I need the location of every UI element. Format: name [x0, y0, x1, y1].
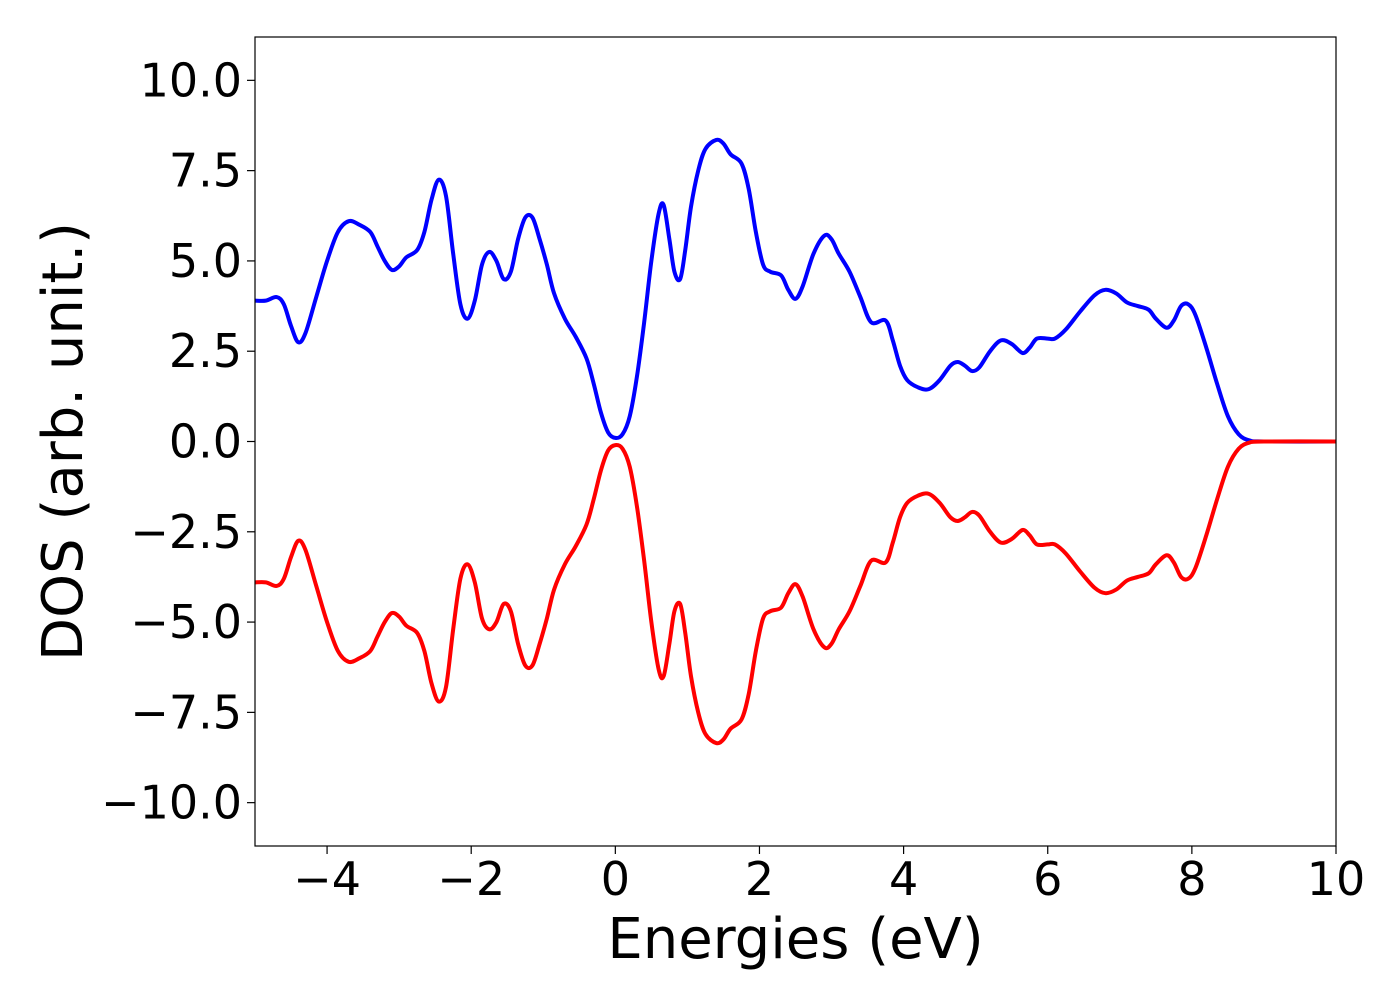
dos-series-line-red [254, 439, 1337, 746]
y-tick-label: −10.0 [101, 776, 242, 830]
y-tick-label: 0.0 [169, 415, 242, 469]
series-layer [254, 137, 1337, 746]
y-axis-title: DOS (arb. unit.) [31, 222, 96, 661]
dos-series-line-blue [254, 137, 1337, 444]
x-tick-label: 4 [889, 852, 918, 906]
y-tick-label: 10.0 [140, 53, 242, 107]
y-tick-label: 5.0 [169, 234, 242, 288]
y-tick-label: −2.5 [130, 505, 242, 559]
x-tick-label: 0 [601, 852, 630, 906]
x-tick-label: −2 [437, 852, 505, 906]
y-tick-label: −5.0 [130, 595, 242, 649]
x-axis-ticks: −4 −2 0 2 4 6 8 10 [293, 846, 1365, 906]
x-axis-title: Energies (eV) [607, 907, 983, 972]
x-tick-label: 8 [1177, 852, 1206, 906]
y-axis-ticks: 10.0 7.5 5.0 2.5 0.0 −2.5 −5.0 −7.5 −10.0 [101, 53, 255, 830]
x-tick-label: 6 [1033, 852, 1062, 906]
y-tick-label: −7.5 [130, 685, 242, 739]
y-tick-label: 7.5 [169, 144, 242, 198]
x-tick-label: 10 [1307, 852, 1366, 906]
y-tick-label: 2.5 [169, 324, 242, 378]
x-tick-label: −4 [293, 852, 361, 906]
x-tick-label: 2 [745, 852, 774, 906]
